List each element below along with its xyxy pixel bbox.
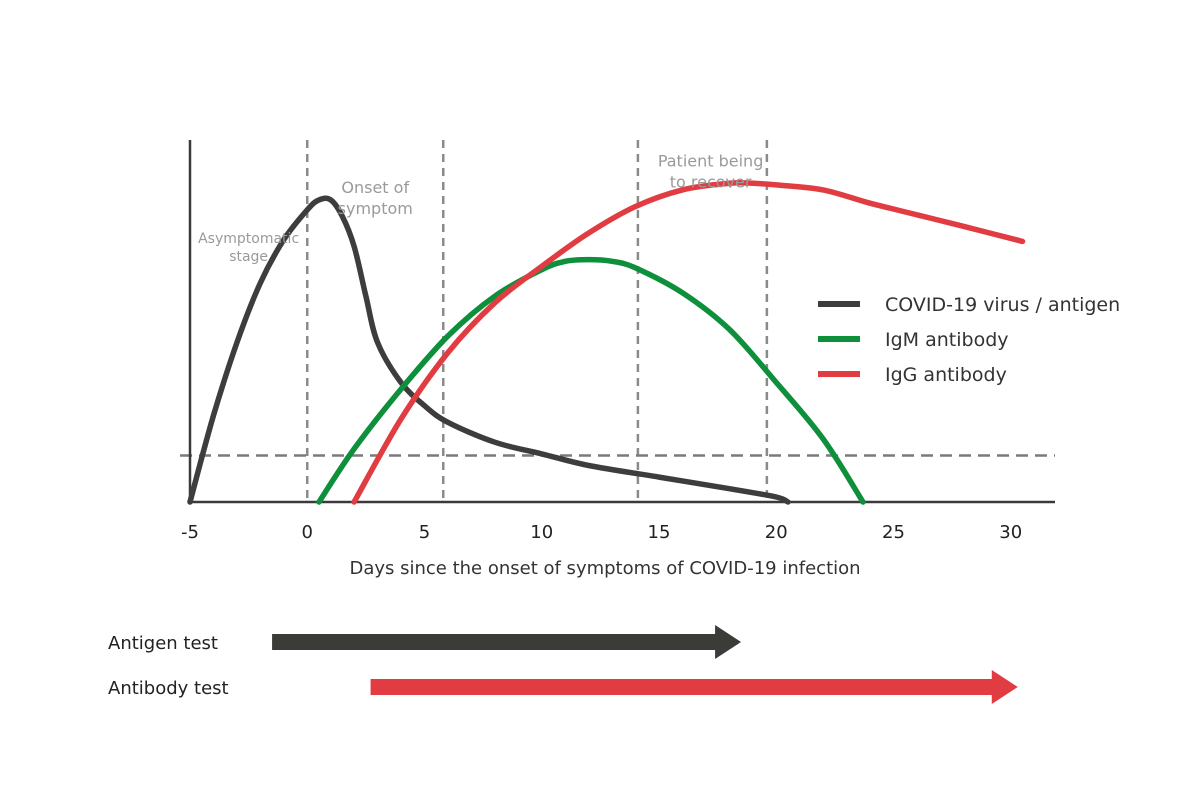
test-arrow-antigen-test xyxy=(272,625,742,659)
series-line-igg-antibody xyxy=(351,179,1026,505)
series-line-igm-antibody xyxy=(316,256,866,505)
test-arrow-antibody-test xyxy=(370,670,1018,704)
test-label-antigen-test: Antigen test xyxy=(108,633,218,654)
x-tick-label: 25 xyxy=(882,522,905,543)
annotation-patient-being: Patient being to recover xyxy=(658,152,764,192)
legend: COVID-19 virus / antigen IgM antibody IgG … xyxy=(818,294,1120,386)
legend-label-igg-antibody: IgG antibody xyxy=(885,364,1007,386)
series-group xyxy=(187,179,1026,505)
annotation-onset-of: Onset of symptom xyxy=(338,178,413,218)
annotation-group: Asymptomatic stage Onset of symptom Patient … xyxy=(198,152,763,266)
x-tick-label: 15 xyxy=(648,522,671,543)
x-tick-labels: -5 0 5 10 15 20 25 30 xyxy=(181,522,1022,543)
phase-marker-group xyxy=(306,140,769,502)
x-tick-label: 5 xyxy=(419,522,430,543)
x-tick-label: -5 xyxy=(181,522,199,543)
x-tick-label: 20 xyxy=(765,522,788,543)
x-tick-label: 0 xyxy=(302,522,313,543)
x-tick-label: 30 xyxy=(999,522,1022,543)
test-timeline: Antigen test Antibody test xyxy=(108,625,1018,704)
annotation-asymptomatic: Asymptomatic stage xyxy=(198,231,299,265)
x-tick-label: 10 xyxy=(530,522,553,543)
test-label-antibody-test: Antibody test xyxy=(108,678,229,699)
series-line-covid-19-virus-antigen xyxy=(187,195,791,505)
legend-label-covid-19-virus-antigen: COVID-19 virus / antigen xyxy=(885,294,1120,316)
x-axis-label: Days since the onset of symptoms of COVI… xyxy=(349,558,860,579)
legend-label-igm-antibody: IgM antibody xyxy=(885,329,1009,351)
